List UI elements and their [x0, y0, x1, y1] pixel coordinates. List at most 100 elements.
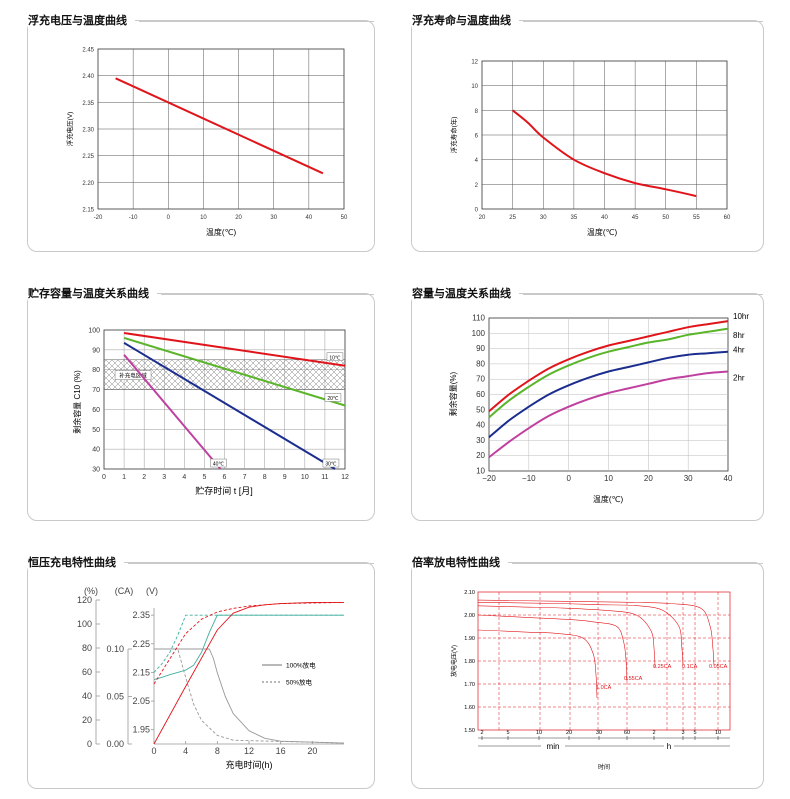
y-tick-label: 100 [88, 328, 100, 335]
x-axis-label: 时间 [598, 763, 610, 771]
storage-line-3 [123, 354, 222, 470]
y-tick-label: 100 [472, 329, 486, 338]
x-tick-label: 45 [632, 215, 639, 221]
title-rule [523, 21, 763, 22]
storage-line-1 [123, 336, 346, 407]
y-tick-label: 1.60 [464, 705, 475, 711]
x-tick-label: 20 [479, 215, 486, 221]
y-tick-label: 6 [475, 134, 479, 140]
x-tick-label: 8 [263, 474, 267, 481]
charge-curve-0 [153, 614, 344, 681]
unit-mask [541, 741, 565, 751]
series-label: 20℃ [327, 396, 339, 402]
x-tick-label: 2 [480, 730, 483, 736]
y-tick-label: 90 [92, 347, 100, 354]
recharge-zone-label-box [114, 370, 152, 380]
x-tick-label: 60 [624, 730, 630, 736]
x-tick-label: 0 [566, 474, 571, 483]
series-label: 4hr [733, 346, 745, 355]
series-label: 10hr [733, 312, 749, 321]
x-tick-label: 55 [693, 215, 700, 221]
y-axis-label: 放电电压(V) [450, 645, 458, 677]
y-tick-label: 60 [476, 390, 485, 399]
y-tick-label: 80 [476, 359, 485, 368]
charge-curve-4 [153, 601, 344, 745]
x-axis-label: 充电时间(h) [226, 759, 273, 770]
panel-title: 浮充电压与温度曲线 [28, 12, 135, 28]
float-voltage-chart: -20 -10 0 10 20 30 40 50 2.15 2.20 2.25 2.30 2.35 2.4… [65, 48, 348, 238]
y-tick-label: 2.00 [464, 613, 475, 619]
series-label: 0.25CA [653, 664, 672, 670]
title-rule [512, 563, 763, 564]
x-tick-label: 20 [566, 730, 572, 736]
float-voltage-line [115, 77, 324, 175]
x-tick-label: 50 [662, 215, 669, 221]
x-tick-label: 10 [200, 215, 207, 221]
y-tick-label: 30 [476, 436, 485, 445]
x-tick-label: 0 [167, 215, 171, 221]
panel-title: 恒压充电特性曲线 [28, 554, 124, 570]
x-axis-label: 温度(℃) [206, 227, 237, 237]
x-tick-label: 10 [604, 474, 613, 483]
title-rule [523, 294, 763, 295]
series-label: 0.55CA [624, 676, 643, 682]
x-tick-label: 5 [506, 730, 509, 736]
x-tick-label: 30 [540, 215, 547, 221]
charge-curve-1 [153, 614, 344, 673]
series-label: 30℃ [325, 462, 337, 468]
x-tick-label: 50 [341, 215, 348, 221]
y-tick-label: 80 [92, 367, 100, 374]
storage-line-2 [123, 342, 336, 470]
y-tick-label: 10 [471, 84, 478, 90]
x-tick-label: 9 [283, 474, 287, 481]
y-tick-label: 2.45 [82, 48, 94, 54]
series-label-box [326, 352, 344, 361]
panel-title: 贮存容量与温度关系曲线 [28, 285, 157, 301]
charge-curve-5 [153, 601, 345, 685]
y-tick-label: 30 [92, 467, 100, 474]
x-tick-label: 3 [681, 730, 684, 736]
y-tick-label: 110 [472, 314, 485, 323]
x-axis-label: 温度(℃) [593, 494, 624, 504]
capacity-temperature-panel: 容量与温度关系曲线 −20 −10 0 10 20 30 40 10 20 30 40 50 60 70 8… [411, 285, 764, 521]
x-tick-label: 3 [162, 474, 166, 481]
series-label: 10℃ [329, 355, 341, 361]
axis-unit-label: (%) [84, 586, 98, 596]
discharge-curve-0 [477, 629, 598, 698]
series-label: 1.0CA [596, 685, 612, 691]
time-tick-label: 16 [276, 746, 286, 756]
y-axis-label: 剩余容量(%) [448, 371, 458, 416]
rate-discharge-chart: 1.50 1.60 1.70 1.80 1.90 2.00 2.10 2 5 10 20 30 60 2 3… [450, 590, 731, 771]
percent-tick-label: 20 [82, 715, 92, 725]
panel-title: 浮充寿命与温度曲线 [412, 12, 519, 28]
panel-title: 倍率放电特性曲线 [412, 554, 508, 570]
hour-unit-label: h [667, 742, 671, 751]
ca-tick-label: 0.05 [106, 692, 124, 702]
capacity-curve-0 [488, 320, 729, 413]
legend-label: 50%放电 [286, 678, 313, 687]
x-tick-label: 30 [684, 474, 693, 483]
y-tick-label: 2 [475, 183, 479, 189]
storage-capacity-panel: 贮存容量与温度关系曲线 0 1 2 3 4 5 6 7 8 9 10 11 12 30 40 50 60 70 80… [27, 285, 375, 521]
storage-capacity-chart: 0 1 2 3 4 5 6 7 8 9 10 11 1230405060708090100补充电区域10… [72, 328, 349, 497]
x-tick-label: −20 [482, 474, 496, 483]
x-tick-label: -20 [94, 215, 103, 221]
time-tick-label: 0 [151, 746, 156, 756]
voltage-tick-label: 2.25 [132, 639, 150, 649]
panel-title: 容量与温度关系曲线 [412, 285, 519, 301]
float-voltage-panel: 浮充电压与温度曲线 -20 -10 0 10 20 30 40 50 2.15 2.20 2.25 2… [27, 12, 375, 252]
float-life-chart: 20 25 30 35 40 45 50 55 60 0 2 4 6 8 10 12 温度(℃) 浮充寿命(年) [449, 60, 731, 238]
recharge-zone-label: 补充电区域 [119, 372, 147, 380]
y-tick-label: 2.30 [82, 128, 94, 134]
cv-charge-chart: (%) (CA) (V)0204060801001200.000.050.101.9… [77, 586, 345, 770]
float-life-panel: 浮充寿命与温度曲线 20 25 30 35 40 45 50 55 60 0 2 4 6 8 10 12 温度(… [411, 12, 764, 252]
x-tick-label: 30 [596, 730, 602, 736]
min-unit-label: min [547, 742, 560, 751]
time-tick-label: 12 [244, 746, 254, 756]
x-tick-label: 40 [306, 215, 313, 221]
percent-tick-label: 0 [87, 739, 92, 749]
title-rule [139, 21, 374, 22]
charge-curve-2 [154, 648, 345, 744]
x-tick-label: 2 [652, 730, 655, 736]
ca-tick-label: 0.00 [106, 739, 124, 749]
